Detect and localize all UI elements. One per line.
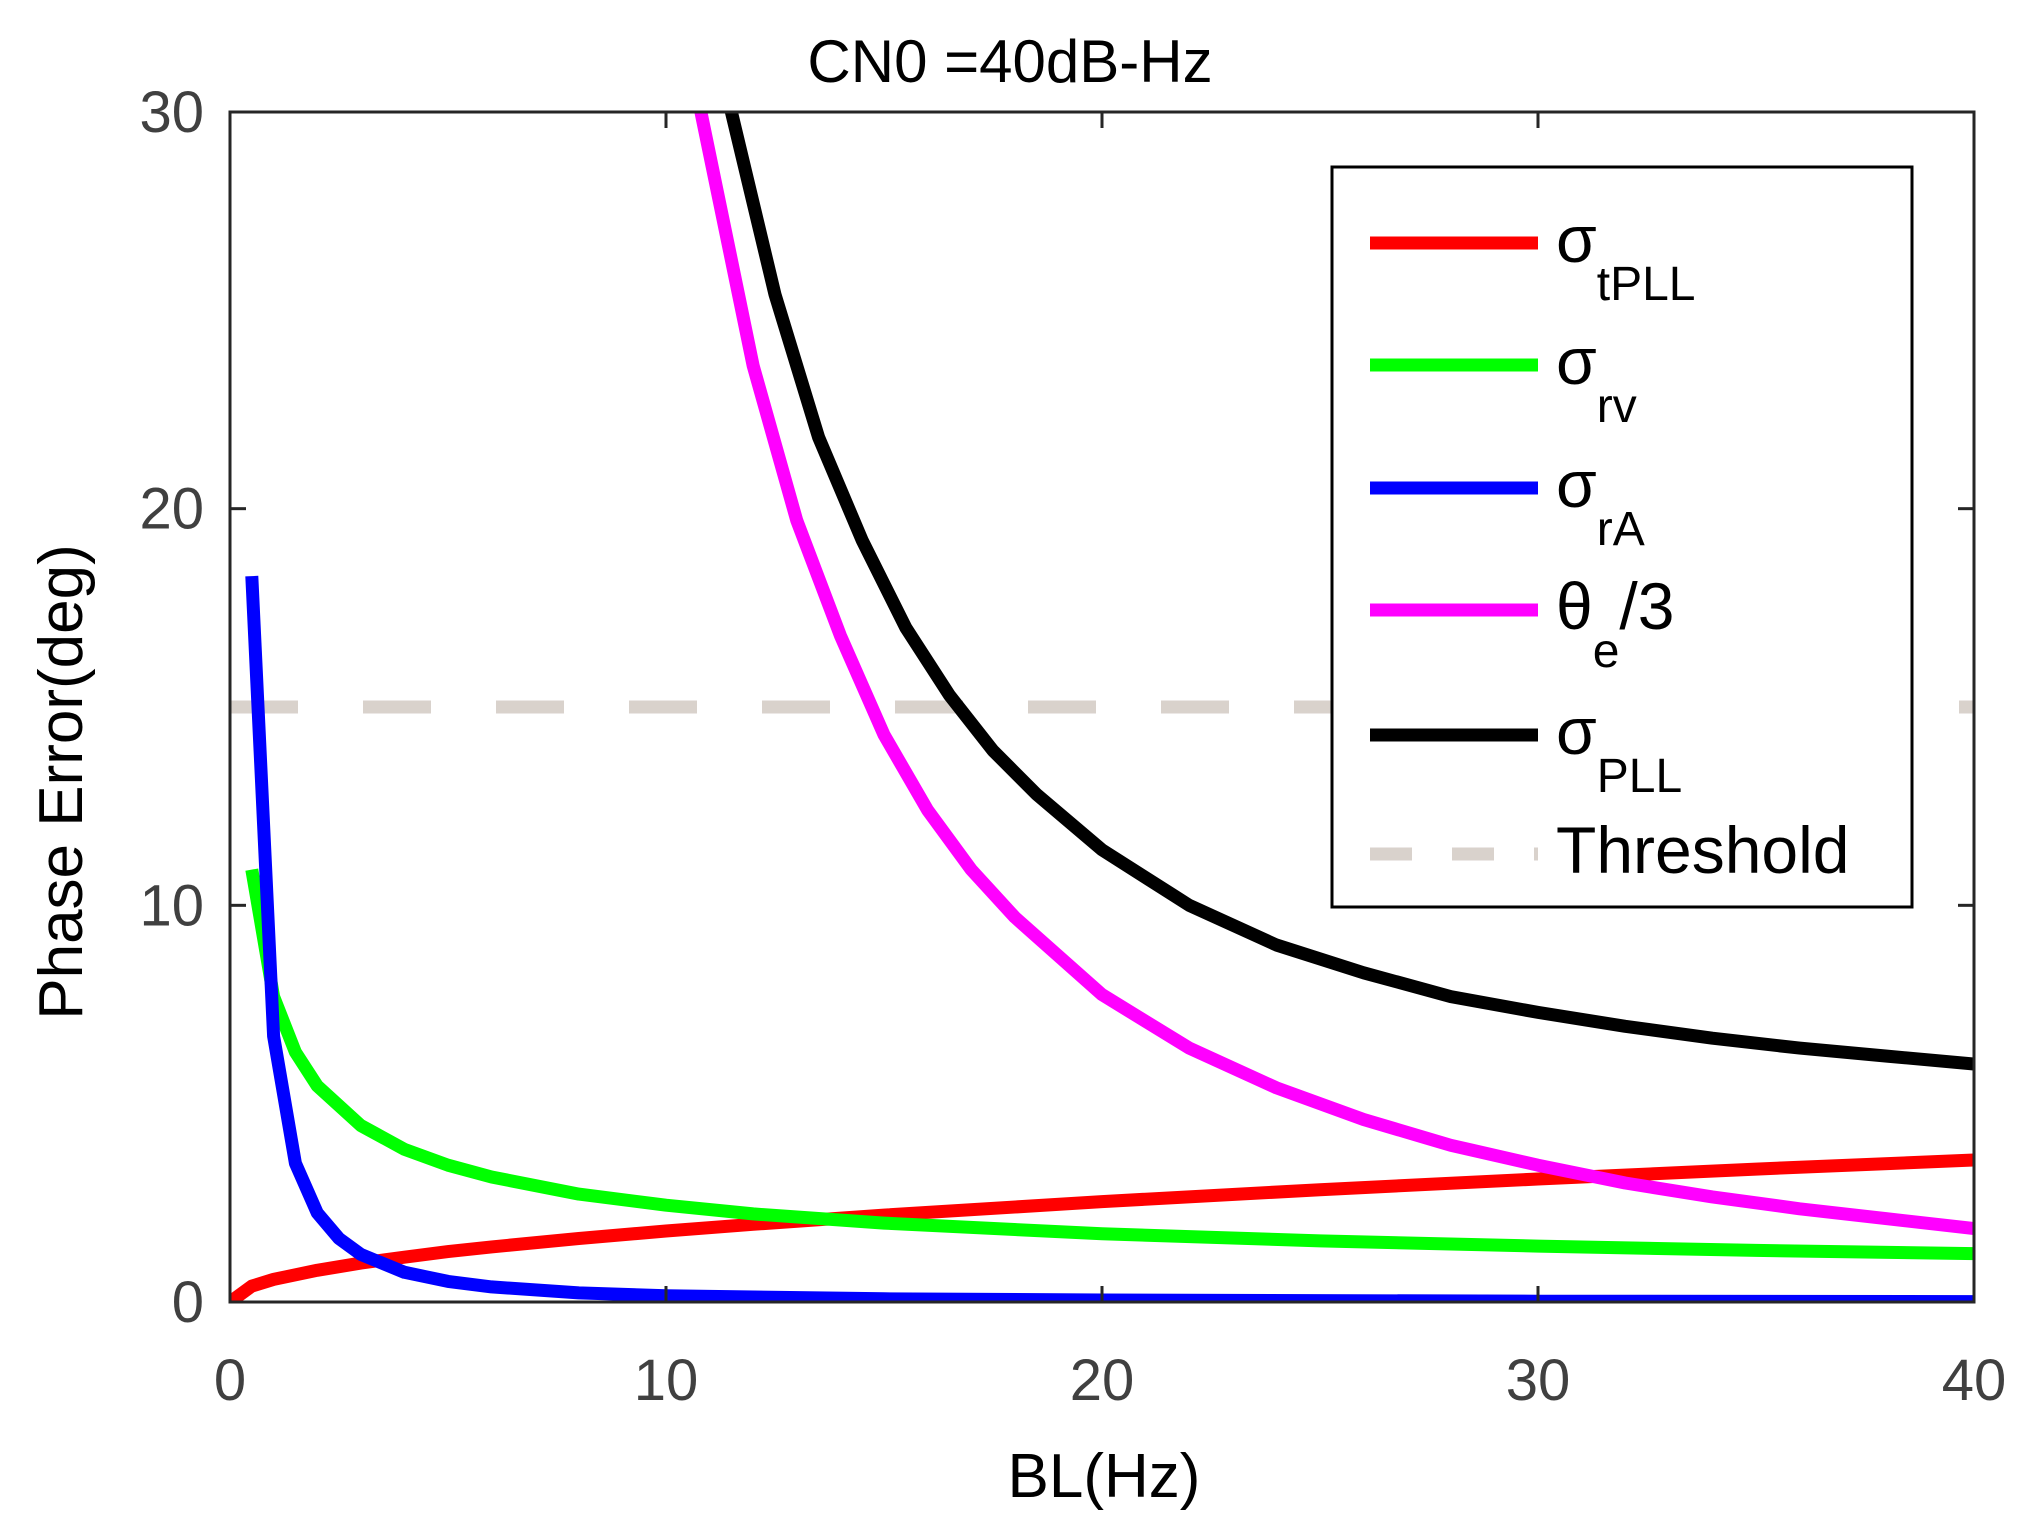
legend-symbol: σ xyxy=(1556,202,1597,276)
legend-subscript: PLL xyxy=(1597,750,1682,803)
legend-subscript: e xyxy=(1593,625,1620,678)
legend-suffix: /3 xyxy=(1619,569,1674,643)
y-tick-label: 0 xyxy=(172,1270,204,1335)
x-tick-label: 30 xyxy=(1506,1348,1571,1413)
legend-subscript: rv xyxy=(1597,380,1637,433)
legend-label-1: σrv xyxy=(1556,324,1637,433)
legend-label-0: σtPLL xyxy=(1556,202,1695,311)
axes-layer: 0 10 20 30 40 0 10 20 30 xyxy=(139,80,2006,1413)
series-line-2 xyxy=(245,575,1974,1302)
legend-label-4: σPLL xyxy=(1556,694,1682,803)
y-tick-label: 20 xyxy=(139,477,204,542)
legend-symbol: θ xyxy=(1556,569,1593,643)
legend-label-2: σrA xyxy=(1556,447,1645,556)
x-tick-label: 10 xyxy=(634,1348,699,1413)
legend-subscript: rA xyxy=(1597,503,1645,556)
x-tick-label: 40 xyxy=(1942,1348,2007,1413)
series-line-1 xyxy=(245,868,1974,1261)
y-axis-label: Phase Error(deg) xyxy=(27,544,96,1020)
y-tick-label: 10 xyxy=(139,873,204,938)
x-tick-label: 0 xyxy=(214,1348,246,1413)
series-line-4 xyxy=(725,112,1974,1071)
series-line-3 xyxy=(694,112,1974,1236)
legend-label-3: θe/3 xyxy=(1556,569,1674,678)
legend-label-5: Threshold xyxy=(1556,813,1850,887)
legend-symbol: σ xyxy=(1556,447,1597,521)
y-tick-label: 30 xyxy=(139,80,204,145)
legend-symbol: Threshold xyxy=(1556,813,1850,887)
series-layer xyxy=(230,112,1974,1302)
chart-title: CN0 =40dB-Hz xyxy=(807,28,1212,95)
legend-box xyxy=(1330,165,1914,909)
series-line-0 xyxy=(230,1153,1974,1302)
legend-symbol: σ xyxy=(1556,324,1597,398)
x-axis-label: BL(Hz) xyxy=(1008,1442,1201,1511)
x-tick-label: 20 xyxy=(1070,1348,1135,1413)
legend-symbol: σ xyxy=(1556,694,1597,768)
legend-subscript: tPLL xyxy=(1597,258,1696,311)
